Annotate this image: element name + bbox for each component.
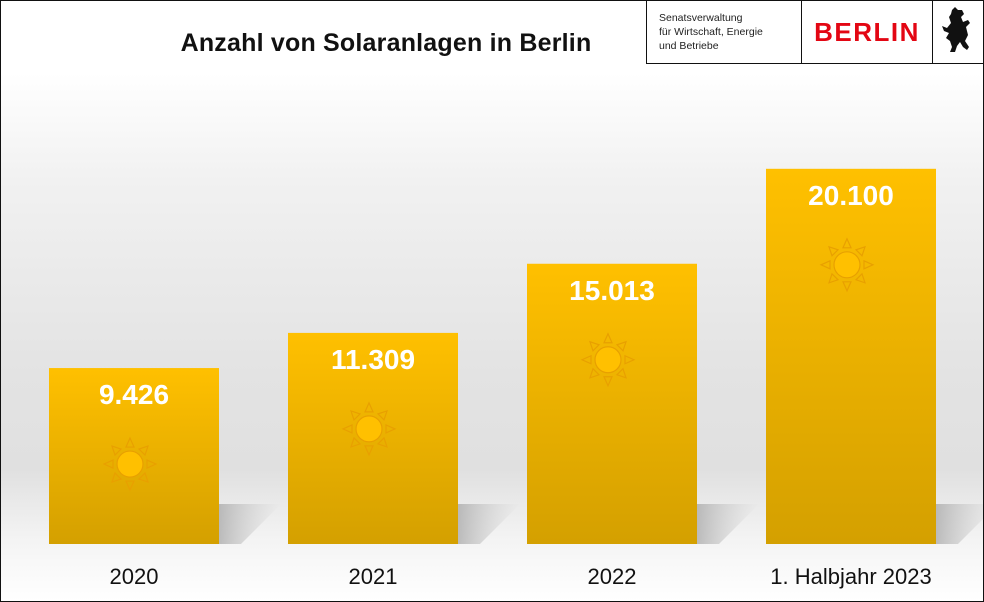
- category-label: 2020: [109, 564, 159, 589]
- data-label: 9.426: [99, 379, 169, 410]
- bear-icon: [933, 1, 983, 63]
- berlin-logo: Senatsverwaltung für Wirtschaft, Energie…: [646, 1, 983, 64]
- chart-title: Anzahl von Solaranlagen in Berlin: [180, 29, 592, 57]
- data-label: 11.309: [331, 344, 415, 375]
- bar-2022: [527, 263, 697, 544]
- bar-1-halbjahr-2023: [766, 168, 936, 545]
- category-label: 1. Halbjahr 2023: [770, 564, 932, 589]
- bar-shadow: [219, 504, 281, 544]
- data-label: 15.013: [569, 275, 655, 306]
- bar-shadow: [936, 504, 983, 544]
- department-line: und Betriebe: [659, 40, 719, 52]
- department-line: für Wirtschaft, Energie: [659, 26, 763, 38]
- category-label: 2021: [348, 564, 398, 589]
- city-name: BERLIN: [814, 17, 920, 47]
- department-block: Senatsverwaltung für Wirtschaft, Energie…: [647, 1, 802, 63]
- category-label: 2022: [587, 564, 637, 589]
- bar-shadow: [697, 504, 759, 544]
- bar-shadow: [458, 504, 520, 544]
- city-wordmark: BERLIN: [802, 1, 933, 63]
- data-label: 20.100: [808, 180, 894, 211]
- department-line: Senatsverwaltung: [659, 12, 743, 24]
